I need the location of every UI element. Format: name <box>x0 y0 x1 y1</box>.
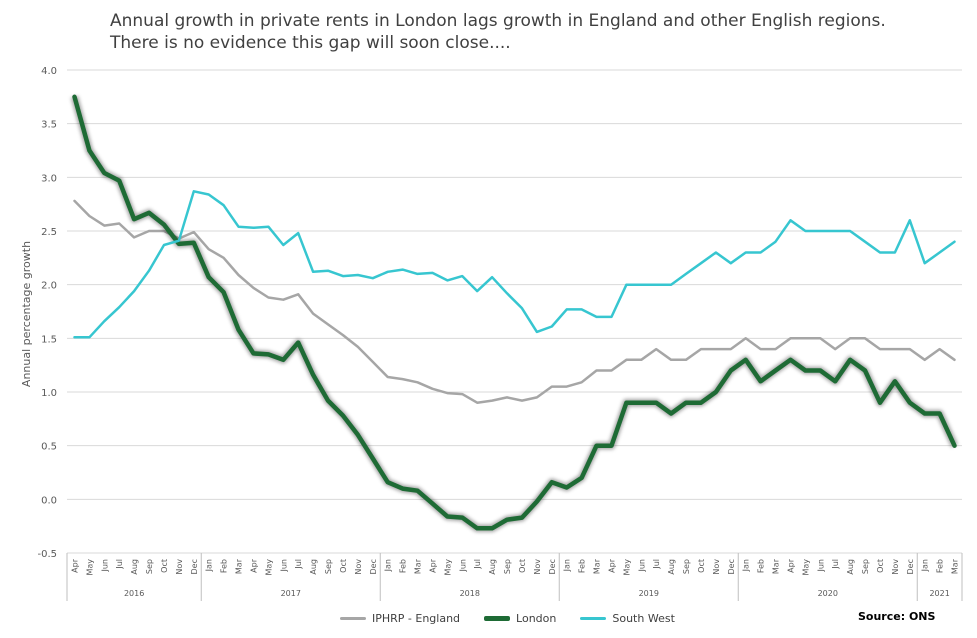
x-tick-label: Jan <box>384 559 393 572</box>
x-tick-label: Aug <box>488 559 497 575</box>
x-tick-label: Jan <box>563 559 572 572</box>
x-tick-label: Nov <box>891 559 900 575</box>
y-axis-title: Annual percentage growth <box>20 241 33 387</box>
x-tick-label: Apr <box>70 558 79 573</box>
y-tick-label: 1.5 <box>41 334 57 345</box>
x-tick-label: Jun <box>279 559 288 573</box>
legend-swatch <box>484 615 511 621</box>
x-tick-label: Oct <box>518 559 527 573</box>
x-tick-label: Dec <box>727 559 736 574</box>
series-south-west <box>73 190 956 339</box>
x-tick-label: May <box>801 559 810 576</box>
x-tick-label: Jan <box>742 559 751 572</box>
x-tick-label: Feb <box>936 559 945 573</box>
x-tick-label: Oct <box>339 559 348 573</box>
series-line <box>73 190 956 339</box>
x-tick-label: Jul <box>294 559 303 570</box>
x-year-label: 2021 <box>929 589 949 598</box>
x-tick-label: Jul <box>652 559 661 570</box>
y-tick-label: 1.0 <box>41 388 57 399</box>
x-year-label: 2020 <box>818 589 838 598</box>
x-tick-label: Nov <box>533 559 542 575</box>
x-tick-label: Sep <box>682 559 691 574</box>
x-tick-label: Aug <box>667 559 676 575</box>
legend-item: South West <box>580 612 675 625</box>
x-tick-label: Sep <box>145 559 154 574</box>
chart-title-line-1: Annual growth in private rents in London… <box>110 11 886 31</box>
y-tick-label: 2.5 <box>41 227 57 238</box>
x-tick-label: Feb <box>220 559 229 573</box>
x-tick-label: Sep <box>324 559 333 574</box>
x-tick-label: Jul <box>115 559 124 570</box>
x-tick-label: Nov <box>175 559 184 575</box>
series-line <box>73 199 956 404</box>
x-tick-label: Apr <box>428 558 437 573</box>
legend-swatch <box>580 616 607 620</box>
y-tick-label: 0.5 <box>41 442 57 453</box>
legend-item: IPHRP - England <box>340 612 460 625</box>
series-line-shadow <box>70 95 958 533</box>
x-tick-label: May <box>622 559 631 576</box>
x-tick-label: Aug <box>309 559 318 575</box>
chart-legend: IPHRP - England London South West <box>340 609 699 627</box>
x-tick-label: Nov <box>354 559 363 575</box>
x-tick-label: Sep <box>503 559 512 574</box>
x-tick-label: Apr <box>607 558 616 573</box>
x-year-label: 2017 <box>281 589 301 598</box>
x-tick-label: Nov <box>712 559 721 575</box>
x-tick-label: Jul <box>831 559 840 570</box>
x-tick-label: Jan <box>921 559 930 572</box>
x-tick-label: Jan <box>205 559 214 572</box>
x-year-label: 2019 <box>639 589 659 598</box>
x-tick-label: Oct <box>876 559 885 573</box>
legend-label: London <box>516 611 557 625</box>
x-tick-label: Mar <box>235 558 244 574</box>
legend-label: South West <box>612 611 675 625</box>
x-tick-label: Jun <box>816 559 825 573</box>
x-tick-label: Apr <box>786 558 795 573</box>
series-iphrp-england <box>73 199 956 404</box>
x-tick-label: Mar <box>772 558 781 574</box>
x-tick-label: Oct <box>697 559 706 573</box>
x-tick-label: Jun <box>100 559 109 573</box>
x-tick-label: Mar <box>951 558 960 574</box>
x-tick-label: Mar <box>414 558 423 574</box>
legend-swatch <box>340 616 366 620</box>
series-line <box>72 94 957 531</box>
series-london <box>70 94 958 533</box>
y-tick-label: 3.0 <box>41 173 57 184</box>
source-note: Source: ONS <box>858 610 936 623</box>
x-tick-label: May <box>264 559 273 576</box>
y-tick-label: 3.5 <box>41 120 57 131</box>
x-tick-label: Dec <box>906 559 915 574</box>
x-tick-label: Mar <box>593 558 602 574</box>
x-tick-label: Aug <box>846 559 855 575</box>
x-tick-label: Oct <box>160 559 169 573</box>
x-tick-label: May <box>85 559 94 576</box>
y-tick-label: 0.0 <box>41 495 57 506</box>
x-year-label: 2018 <box>460 589 480 598</box>
chart-title: Annual growth in private rents in London… <box>110 10 930 54</box>
x-tick-label: Dec <box>369 559 378 574</box>
chart-title-line-2: There is no evidence this gap will soon … <box>110 33 511 53</box>
x-tick-label: Feb <box>399 559 408 573</box>
x-tick-label: Jun <box>637 559 646 573</box>
x-tick-label: Jul <box>473 559 482 570</box>
y-tick-label: 4.0 <box>41 66 57 77</box>
x-year-label: 2016 <box>124 589 144 598</box>
y-tick-label: 2.0 <box>41 281 57 292</box>
x-tick-label: Feb <box>578 559 587 573</box>
x-tick-label: Aug <box>130 559 139 575</box>
y-tick-label: -0.5 <box>37 549 57 560</box>
x-tick-label: Dec <box>548 559 557 574</box>
legend-label: IPHRP - England <box>372 611 461 625</box>
x-tick-label: Feb <box>757 559 766 573</box>
x-tick-label: Jun <box>458 559 467 573</box>
x-tick-label: Dec <box>190 559 199 574</box>
x-tick-label: Sep <box>861 559 870 574</box>
x-tick-label: Apr <box>249 558 258 573</box>
legend-item: London <box>484 612 556 625</box>
x-tick-label: May <box>443 559 452 576</box>
